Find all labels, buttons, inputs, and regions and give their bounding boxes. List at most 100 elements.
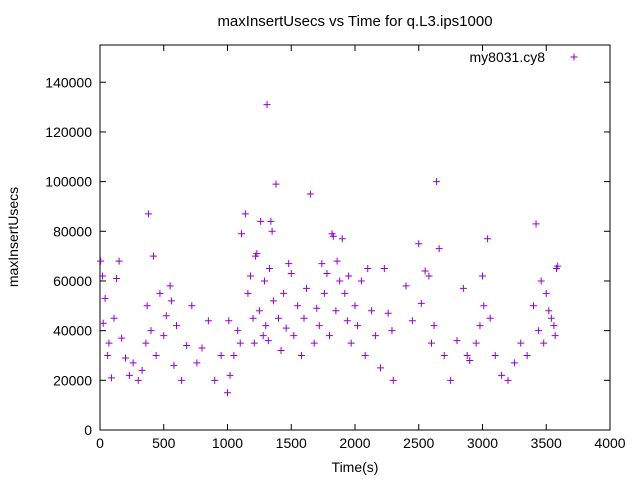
data-point	[472, 339, 480, 347]
data-point	[110, 314, 118, 322]
data-point	[166, 282, 174, 290]
x-tick-label: 500	[152, 435, 176, 451]
data-point	[329, 232, 337, 240]
data-point	[550, 322, 558, 330]
data-point	[333, 257, 341, 265]
data-point	[255, 307, 263, 315]
data-point	[453, 337, 461, 345]
data-point	[463, 351, 471, 359]
data-point	[425, 272, 433, 280]
data-point	[134, 376, 142, 384]
data-point	[244, 289, 252, 297]
data-point	[384, 309, 392, 317]
data-point	[277, 347, 285, 355]
data-point	[380, 265, 388, 273]
data-point	[101, 294, 109, 302]
data-points	[97, 101, 562, 397]
data-point	[408, 317, 416, 325]
data-point	[246, 272, 254, 280]
data-point	[282, 324, 290, 332]
data-point	[459, 284, 467, 292]
data-point	[332, 307, 340, 315]
y-tick-label: 140000	[45, 74, 92, 90]
data-point	[421, 267, 429, 275]
x-tick-label: 1000	[212, 435, 243, 451]
data-point	[545, 307, 553, 315]
x-tick-label: 3000	[467, 435, 498, 451]
data-point	[268, 227, 276, 235]
data-point	[440, 351, 448, 359]
data-point	[303, 284, 311, 292]
data-point	[364, 265, 372, 273]
data-point	[517, 339, 525, 347]
data-point	[125, 371, 133, 379]
data-point	[345, 272, 353, 280]
data-point	[313, 304, 321, 312]
data-point	[267, 217, 275, 225]
data-point	[547, 314, 555, 322]
data-point	[147, 327, 155, 335]
data-point	[491, 351, 499, 359]
data-point	[341, 289, 349, 297]
data-point	[188, 302, 196, 310]
data-point	[225, 317, 233, 325]
data-point	[389, 376, 397, 384]
data-point	[466, 356, 474, 364]
data-point	[537, 277, 545, 285]
data-point	[150, 252, 158, 260]
data-point	[530, 302, 537, 310]
data-point	[510, 359, 518, 367]
data-point	[343, 317, 351, 325]
data-point	[249, 314, 257, 322]
data-point	[433, 178, 441, 186]
data-point	[156, 289, 164, 297]
data-point	[347, 339, 355, 347]
data-point	[173, 322, 180, 330]
data-point	[338, 235, 346, 243]
data-point	[486, 314, 494, 322]
data-point	[241, 210, 249, 218]
legend-marker-symbol	[570, 53, 578, 61]
data-point	[183, 342, 191, 350]
data-point	[129, 359, 137, 367]
legend: my8031.cy8	[470, 49, 578, 65]
plot-area-border	[99, 44, 611, 431]
data-point	[377, 364, 384, 372]
x-tick-label: 3500	[531, 435, 562, 451]
y-tick-label: 60000	[53, 273, 92, 289]
data-point	[294, 302, 302, 310]
data-point	[266, 265, 274, 273]
data-point	[259, 332, 267, 340]
chart-title: maxInsertUsecs vs Time for q.L3.ips1000	[217, 13, 492, 30]
data-point	[275, 314, 282, 322]
data-point	[498, 371, 506, 379]
data-point	[226, 371, 234, 379]
data-point	[193, 359, 201, 367]
data-point	[99, 272, 107, 280]
data-point	[430, 322, 438, 330]
data-point	[320, 289, 328, 297]
data-point	[480, 302, 488, 310]
data-point	[315, 322, 323, 330]
data-point	[354, 322, 362, 330]
data-point	[97, 257, 105, 265]
data-point	[115, 257, 123, 265]
data-point	[285, 260, 293, 268]
data-point	[262, 322, 270, 330]
data-point	[351, 302, 359, 310]
data-point	[300, 314, 308, 322]
data-point	[417, 299, 425, 307]
data-point	[257, 217, 265, 225]
data-point	[368, 307, 376, 315]
data-point	[204, 317, 212, 325]
data-point	[415, 240, 423, 248]
data-point	[211, 376, 219, 384]
axis-ticks: 0 500 1000 1500 2000 2500 3000 3500 400002000040…	[45, 45, 626, 451]
data-point	[542, 289, 550, 297]
data-point	[260, 277, 268, 285]
data-point	[118, 334, 126, 342]
data-point	[198, 344, 206, 352]
data-point	[290, 332, 298, 340]
x-tick-label: 0	[96, 435, 104, 451]
data-point	[479, 272, 486, 280]
